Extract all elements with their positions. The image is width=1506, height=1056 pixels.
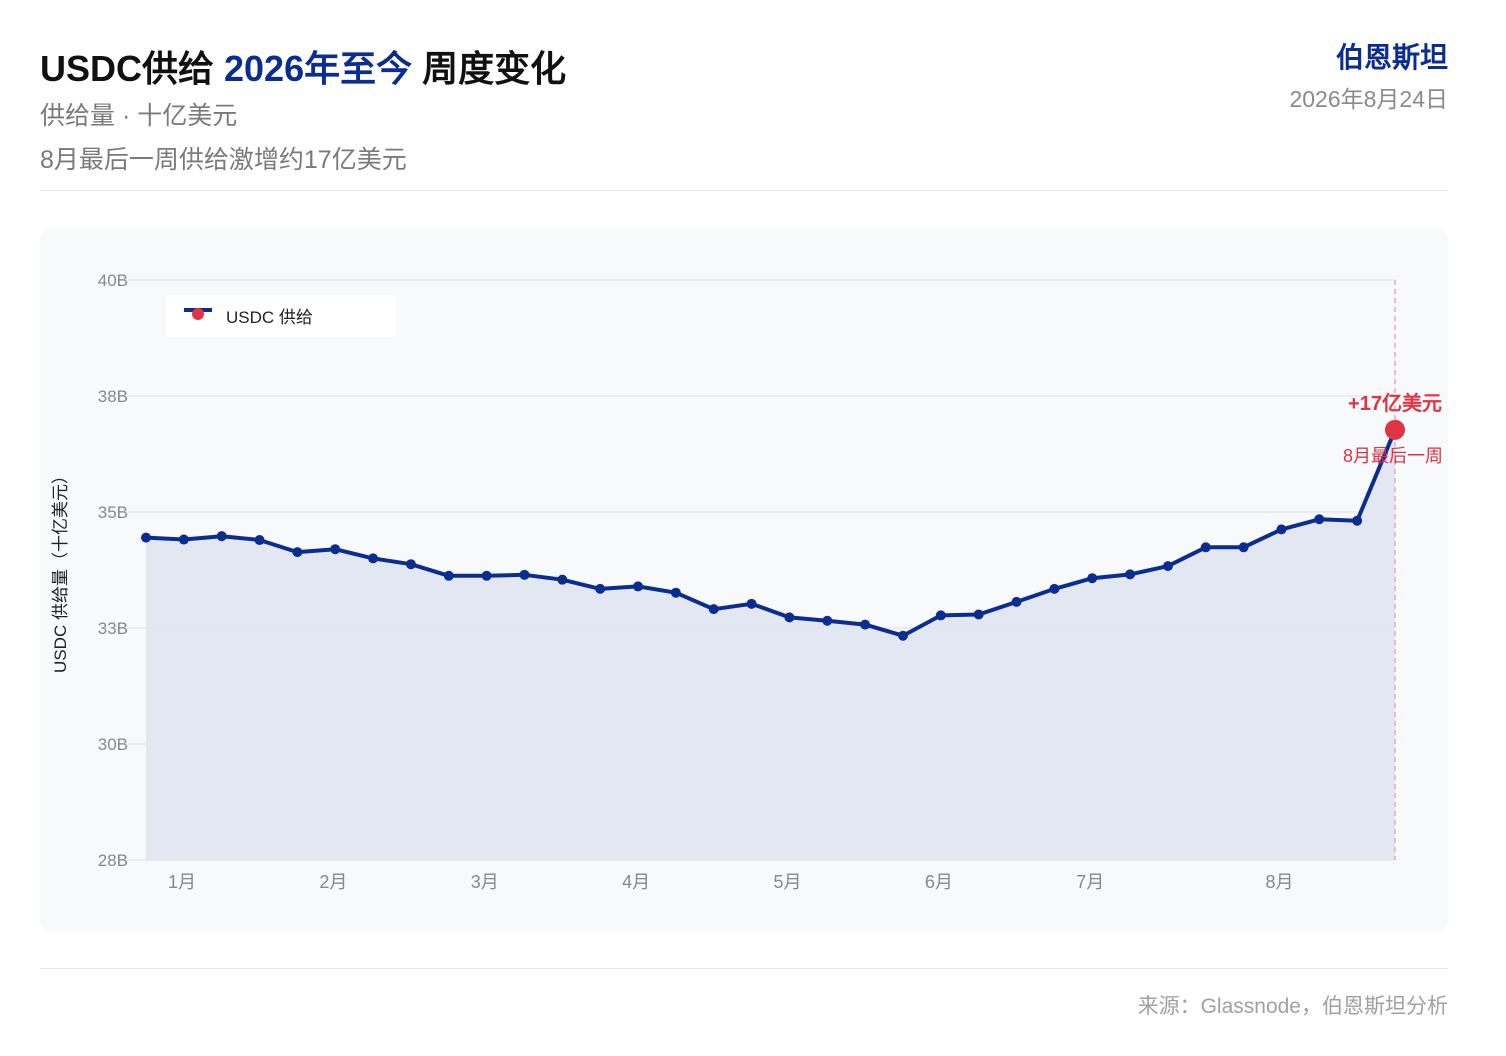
data-point: [1238, 542, 1249, 553]
x-tick-label: 7月: [1076, 872, 1104, 892]
chart-subtitle: 供给量 · 十亿美元: [40, 102, 238, 130]
data-point: [746, 598, 757, 609]
data-point: [141, 532, 151, 543]
data-point: [1049, 583, 1060, 594]
annotation: +17亿美元 8月最后一周: [1343, 391, 1443, 466]
data-point: [557, 574, 568, 585]
data-point: [330, 544, 341, 555]
data-point: [860, 619, 871, 630]
annotation-point-label: 8月最后一周: [1343, 446, 1443, 466]
x-tick-label: 5月: [774, 872, 802, 892]
x-tick-label: 6月: [925, 872, 953, 892]
y-axis-ticks: 40B 38B 35B 33B 30B 28B: [98, 271, 128, 870]
annotation-value-label: +17亿美元: [1348, 391, 1442, 415]
data-point: [216, 531, 227, 542]
data-point: [973, 609, 984, 620]
source-note: 来源：Glassnode，伯恩斯坦分析: [1137, 995, 1448, 1018]
data-point: [178, 534, 189, 545]
legend-dot-swatch: [192, 308, 204, 320]
data-point: [1352, 515, 1363, 526]
x-tick-label: 1月: [168, 872, 196, 892]
data-point: [481, 570, 492, 581]
legend-box: [166, 295, 396, 337]
data-point: [1125, 569, 1136, 580]
report-date: 2026年8月24日: [1289, 86, 1448, 112]
data-point: [1276, 524, 1287, 535]
data-point: [1162, 561, 1173, 572]
y-axis-label: USDC 供给量（十亿美元）: [51, 467, 70, 673]
y-tick-label: 35B: [98, 503, 128, 522]
data-point: [443, 570, 454, 581]
brand-name: 伯恩斯坦: [1335, 42, 1448, 73]
title-suffix: 周度变化: [412, 48, 567, 89]
title-prefix: USDC供给: [40, 48, 225, 89]
data-point: [633, 581, 644, 592]
data-point: [292, 547, 303, 558]
data-point: [368, 553, 379, 564]
data-point: [897, 630, 908, 641]
x-tick-label: 2月: [319, 872, 347, 892]
series-layer: [141, 280, 1397, 860]
header-divider: [40, 190, 1448, 191]
series-line: [145, 429, 1397, 638]
data-point: [519, 569, 530, 580]
data-point: [1200, 542, 1211, 553]
chart-title: USDC供给 2026年至今 周度变化: [40, 40, 566, 92]
data-point: [1011, 596, 1022, 607]
y-tick-label: 30B: [98, 735, 128, 754]
chart-panel: 40B 38B 35B 33B 30B 28B 1月 2月 3月 4月 5月 6月 7月 8月 USDC…: [40, 228, 1448, 932]
chart-note: 8月最后一周供给激增约17亿美元: [40, 146, 407, 174]
x-tick-label: 8月: [1266, 872, 1294, 892]
area-fill: [146, 429, 1395, 860]
title-accent: 2026年至今: [224, 48, 413, 89]
y-tick-label: 33B: [98, 619, 128, 638]
line-chart: 40B 38B 35B 33B 30B 28B 1月 2月 3月 4月 5月 6月 7月 8月 USDC…: [51, 271, 1443, 892]
highlight-point: [1385, 419, 1405, 440]
data-point: [670, 587, 681, 598]
x-axis-ticks: 1月 2月 3月 4月 5月 6月 7月 8月: [168, 872, 1294, 892]
legend-label: USDC 供给: [226, 308, 313, 327]
data-point: [822, 615, 833, 626]
data-point: [1314, 514, 1325, 525]
y-tick-label: 38B: [98, 387, 128, 406]
data-point: [1087, 573, 1098, 584]
data-point: [254, 535, 265, 546]
data-point: [784, 612, 795, 623]
y-tick-label: 40B: [98, 271, 128, 290]
data-point: [405, 559, 416, 570]
data-point: [595, 583, 606, 594]
y-tick-label: 28B: [98, 851, 128, 870]
x-tick-label: 4月: [622, 872, 650, 892]
data-point: [708, 604, 719, 615]
x-tick-label: 3月: [471, 872, 499, 892]
legend: USDC 供给: [166, 295, 396, 337]
header: USDC供给 2026年至今 周度变化 供给量 · 十亿美元 8月最后一周供给激…: [40, 36, 1448, 190]
data-point: [935, 610, 946, 621]
footer-divider: [40, 968, 1448, 969]
